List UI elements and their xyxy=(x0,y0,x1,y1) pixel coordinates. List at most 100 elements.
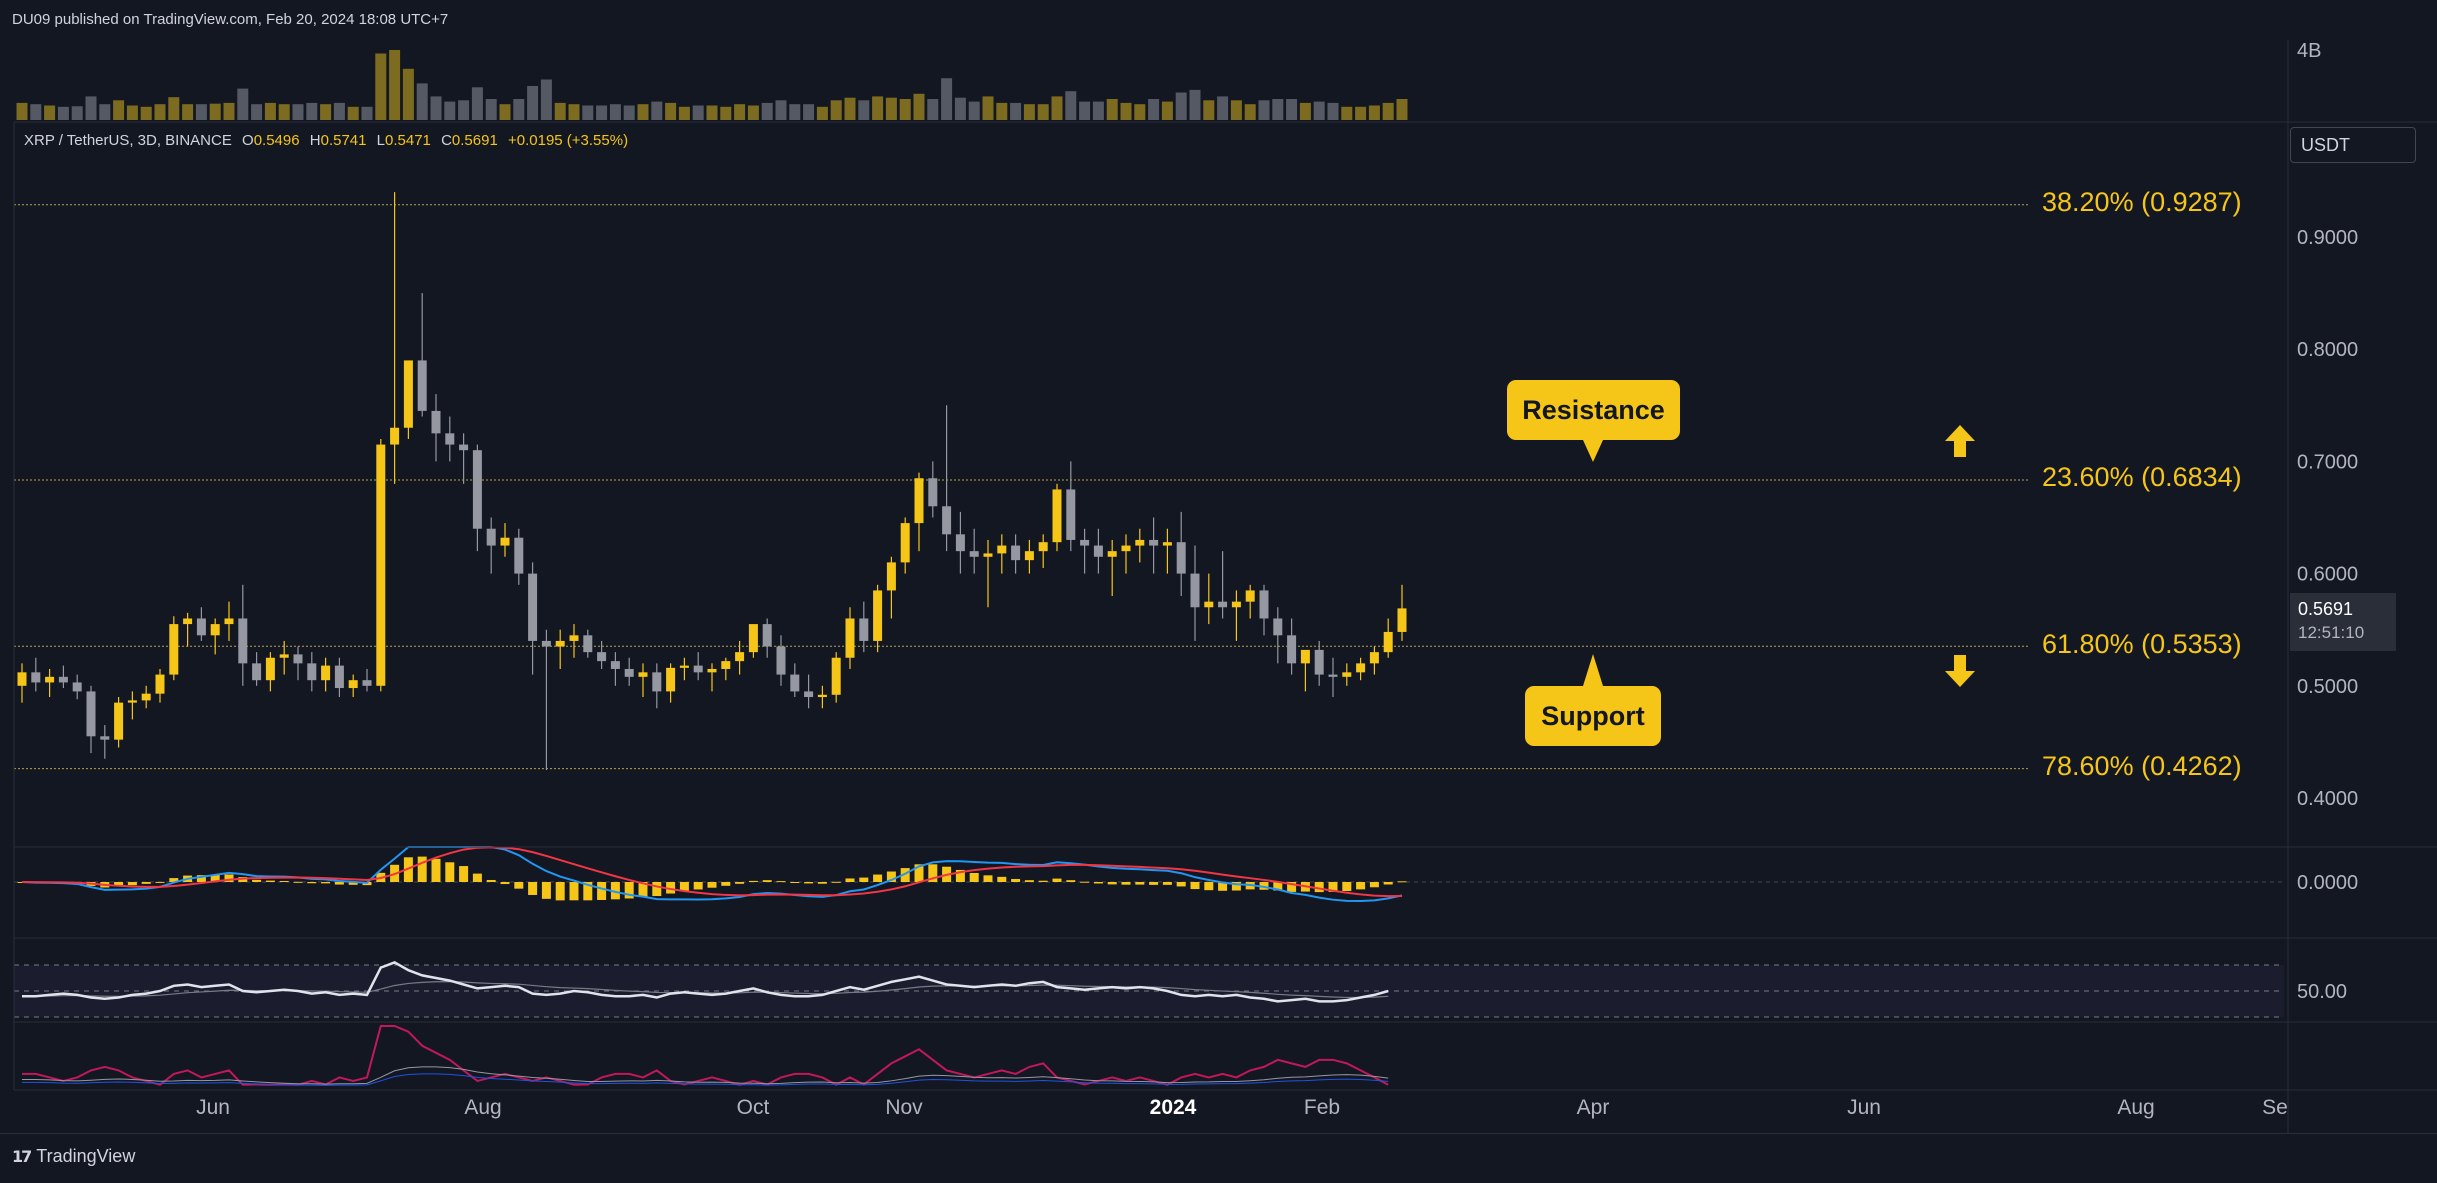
volume-bar xyxy=(1203,100,1215,120)
candle-body xyxy=(334,665,344,689)
candle-body xyxy=(1149,539,1159,546)
volume-bar xyxy=(154,104,166,120)
volume-bar xyxy=(954,97,966,120)
volume-bar xyxy=(1092,101,1104,120)
macd-histogram-bar xyxy=(1383,882,1393,885)
volume-bar xyxy=(140,106,152,120)
macd-histogram-bar xyxy=(334,882,344,885)
volume-bar xyxy=(540,79,552,120)
volume-bar xyxy=(913,93,925,120)
volume-bar xyxy=(1051,96,1063,120)
candle-body xyxy=(1369,652,1379,664)
rsi-line xyxy=(22,961,1389,1003)
volume-bar xyxy=(706,105,718,120)
time-tick-label: Nov xyxy=(885,1096,923,1119)
macd-histogram-bar xyxy=(1259,882,1269,890)
volume-bar xyxy=(1065,91,1077,120)
volume-bar xyxy=(1161,101,1173,120)
candle-body xyxy=(321,665,331,681)
macd-histogram-bar xyxy=(528,882,538,895)
candle-body xyxy=(1066,489,1076,540)
macd-histogram-bar xyxy=(1342,882,1352,891)
candle-body xyxy=(293,654,303,664)
candle-body xyxy=(486,528,496,546)
candle-body xyxy=(403,360,413,428)
candle-body xyxy=(859,618,869,641)
candle-body xyxy=(1121,545,1131,552)
volume-bar xyxy=(899,99,911,120)
volume-bar xyxy=(596,105,608,120)
candle-body xyxy=(1273,618,1283,636)
candle-body xyxy=(155,674,165,694)
macd-histogram-bar xyxy=(514,882,524,889)
volume-bar xyxy=(292,104,304,120)
macd-histogram-bar xyxy=(983,875,993,882)
volume-bar xyxy=(444,101,456,120)
macd-histogram-bar xyxy=(348,882,358,885)
candle-body xyxy=(1011,545,1021,561)
volume-bar xyxy=(430,96,442,120)
macd-histogram-bar xyxy=(721,882,731,886)
candle-body xyxy=(1397,608,1407,632)
candle-body xyxy=(376,444,386,686)
low-value: 0.5471 xyxy=(385,132,431,149)
price-tick-label: 0.6000 xyxy=(2297,564,2358,586)
volume-bar xyxy=(237,88,249,120)
macd-histogram-bar xyxy=(265,880,275,882)
volume-bar xyxy=(57,106,69,120)
tradingview-logo[interactable]: 17 TradingView xyxy=(12,1146,135,1167)
volume-bar xyxy=(1023,104,1035,120)
candle-body xyxy=(942,506,952,535)
signal-line xyxy=(21,846,1403,898)
volume-bar xyxy=(16,102,28,120)
macd-histogram-bar xyxy=(555,882,565,901)
candle-body xyxy=(997,545,1007,554)
macd-histogram-bar xyxy=(597,882,607,900)
macd-histogram-bar xyxy=(804,882,814,884)
macd-histogram-bar xyxy=(486,879,496,882)
macd-histogram-bar xyxy=(541,882,551,899)
volume-bar xyxy=(1341,106,1353,120)
macd-histogram-bar xyxy=(1080,881,1090,883)
candle-body xyxy=(1093,545,1103,557)
arrow-down-icon xyxy=(1945,655,1975,687)
macd-histogram-bar xyxy=(127,882,137,886)
macd-histogram-bar xyxy=(928,864,938,882)
volume-bar xyxy=(416,83,428,120)
macd-histogram-bar xyxy=(859,877,869,882)
candle-body xyxy=(817,694,827,698)
candle-body xyxy=(721,661,731,669)
candles xyxy=(17,192,1407,770)
footer: 17 TradingView xyxy=(0,1133,2437,1183)
macd-histogram-bar xyxy=(569,882,579,901)
volume-bar xyxy=(803,104,815,120)
candle-body xyxy=(1287,635,1297,664)
macd-histogram-bar xyxy=(1397,881,1407,883)
volume-bar xyxy=(720,106,732,120)
macd-histogram-bar xyxy=(955,869,965,882)
volume-bar xyxy=(402,68,414,120)
volume-bar xyxy=(458,100,470,120)
candle-body xyxy=(666,667,676,692)
macd-histogram-bar xyxy=(169,878,179,882)
macd-histogram-bar xyxy=(1176,882,1186,887)
fib-label-236: 23.60% (0.6834) xyxy=(2042,462,2242,492)
macd-histogram-bar xyxy=(1356,882,1366,890)
macd-histogram-bar xyxy=(293,881,303,883)
volume-bar xyxy=(968,101,980,120)
candle-body xyxy=(1342,672,1352,677)
resistance-callout: Resistance xyxy=(1507,380,1680,462)
volume-bar xyxy=(692,105,704,120)
adx-line xyxy=(22,1025,1389,1086)
symbol-label[interactable]: XRP / TetherUS, 3D, BINANCE xyxy=(24,132,232,149)
currency-button[interactable]: USDT xyxy=(2290,127,2416,163)
volume-bar xyxy=(209,103,221,120)
macd-histogram-bar xyxy=(624,882,634,899)
volume-bar xyxy=(30,104,42,120)
fib-lines xyxy=(14,204,2030,770)
volume-bar xyxy=(1120,102,1132,120)
volume-bar xyxy=(609,104,621,120)
macd-histogram-bar xyxy=(196,875,206,882)
macd-histogram-bar xyxy=(776,881,786,883)
